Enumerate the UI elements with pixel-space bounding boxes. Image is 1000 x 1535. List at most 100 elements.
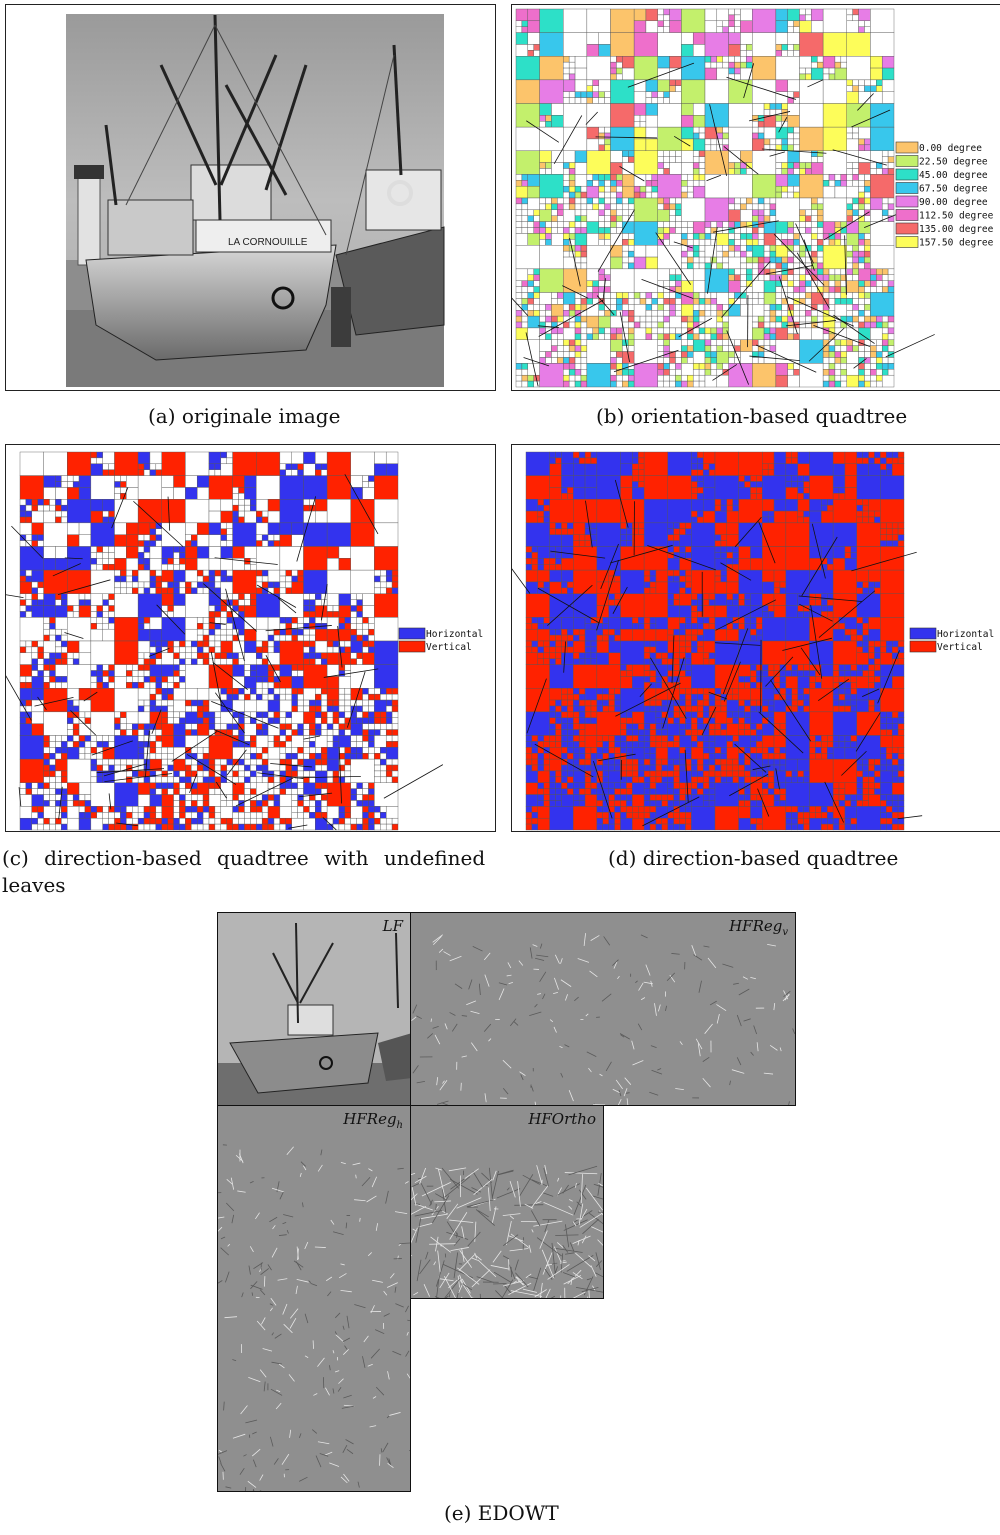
quadtree-cell bbox=[531, 735, 539, 742]
quadtree-cell bbox=[679, 723, 686, 730]
quadtree-cell bbox=[649, 676, 657, 683]
quadtree-cell bbox=[567, 693, 574, 701]
edge-line bbox=[761, 148, 827, 154]
quadtree-cell bbox=[604, 144, 611, 151]
quadtree-cell bbox=[692, 126, 700, 134]
quadtree-cell bbox=[567, 735, 574, 742]
quadtree-cell bbox=[208, 463, 216, 470]
quadtree-cell bbox=[220, 723, 227, 730]
quadtree-cell bbox=[757, 357, 765, 364]
edge-line bbox=[37, 696, 47, 711]
quadtree-cell bbox=[681, 8, 706, 33]
quadtree-cell bbox=[822, 369, 830, 376]
quadtree-cell bbox=[202, 634, 210, 642]
quadtree-cell bbox=[704, 357, 712, 364]
quadtree-cell bbox=[728, 79, 753, 104]
quadtree-cell bbox=[887, 197, 895, 205]
quadtree-cell bbox=[374, 581, 381, 589]
quadtree-cell bbox=[321, 782, 328, 789]
quadtree-cell bbox=[616, 197, 623, 205]
quadtree-cell bbox=[549, 552, 556, 559]
quadtree-cell bbox=[332, 611, 340, 618]
quadtree-cell bbox=[521, 369, 529, 376]
quadtree-cell bbox=[608, 800, 615, 807]
quadtree-cell bbox=[350, 782, 357, 789]
quadtree-cell bbox=[598, 215, 605, 222]
quadtree-cell bbox=[834, 286, 842, 293]
quadtree-cell bbox=[679, 652, 686, 659]
quadtree-cell bbox=[385, 463, 399, 476]
quadtree-cell bbox=[697, 735, 704, 742]
quadtree-cell bbox=[256, 764, 263, 772]
quadtree-cell bbox=[610, 162, 623, 175]
quadtree-cell bbox=[781, 304, 788, 311]
quadtree-cell bbox=[799, 321, 806, 329]
quadtree-cell bbox=[811, 209, 818, 216]
quadtree-cell bbox=[692, 374, 700, 382]
quadtree-cell bbox=[669, 85, 676, 92]
edge-line bbox=[641, 279, 694, 299]
quadtree-cell bbox=[775, 286, 782, 293]
quadtree-cell bbox=[303, 817, 316, 831]
quadtree-cell bbox=[261, 581, 269, 589]
quadtree-cell bbox=[185, 487, 198, 500]
quadtree-cell bbox=[626, 788, 633, 795]
quadtree-cell bbox=[691, 611, 698, 618]
quadtree-cell bbox=[537, 558, 544, 565]
quadtree-cell bbox=[708, 753, 716, 760]
quadtree-cell bbox=[667, 735, 674, 742]
quadtree-cell bbox=[793, 286, 800, 293]
quadtree-cell bbox=[149, 528, 157, 535]
edge-line bbox=[795, 223, 814, 264]
quadtree-cell bbox=[285, 581, 292, 589]
quadtree-cell bbox=[72, 741, 80, 748]
quadtree-cell bbox=[598, 185, 605, 193]
quadtree-cell bbox=[232, 664, 245, 677]
quadtree-cell bbox=[549, 717, 556, 724]
quadtree-cell bbox=[608, 628, 615, 636]
quadtree-cell bbox=[574, 321, 582, 329]
quadtree-cell bbox=[685, 522, 692, 529]
quadtree-cell bbox=[67, 782, 80, 795]
quadtree-cell bbox=[567, 493, 574, 500]
quadtree-cell bbox=[858, 380, 865, 388]
quadtree-cell bbox=[828, 345, 836, 352]
quadtree-cell bbox=[191, 640, 198, 648]
quadtree-cell bbox=[309, 699, 316, 707]
quadtree-cell bbox=[149, 782, 157, 789]
quadtree-cell bbox=[702, 735, 710, 742]
quadtree-cell bbox=[273, 823, 281, 831]
quadtree-cell bbox=[840, 298, 847, 305]
quadtree-cell bbox=[256, 546, 281, 571]
quadtree-cell bbox=[362, 823, 369, 831]
quadtree-cell bbox=[297, 569, 304, 577]
edge-line bbox=[706, 174, 722, 182]
quadtree-cell bbox=[655, 764, 663, 772]
quadtree-cell bbox=[549, 457, 556, 465]
quadtree-cell bbox=[881, 339, 889, 346]
quadtree-cell bbox=[72, 699, 80, 707]
quadtree-cell bbox=[67, 806, 80, 819]
quadtree-cell bbox=[708, 770, 716, 778]
quadtree-cell bbox=[728, 14, 735, 22]
quadtree-cell bbox=[592, 203, 599, 211]
quadtree-cell bbox=[567, 634, 574, 642]
quadtree-cell bbox=[649, 800, 657, 807]
quadtree-cell bbox=[143, 617, 151, 624]
quadtree-cell bbox=[43, 652, 50, 659]
edge-line bbox=[627, 62, 695, 88]
quadtree-cell bbox=[533, 298, 540, 305]
quadtree-cell bbox=[728, 233, 735, 240]
quadtree-cell bbox=[368, 723, 375, 730]
quadtree-cell bbox=[350, 788, 357, 795]
quadtree-cell bbox=[90, 688, 115, 713]
quadtree-cell bbox=[267, 823, 275, 831]
quadtree-cell bbox=[185, 758, 192, 766]
quadtree-cell bbox=[220, 628, 227, 636]
quadtree-cell bbox=[72, 711, 80, 718]
quadtree-cell bbox=[887, 203, 895, 211]
quadtree-cell bbox=[515, 233, 529, 246]
quadtree-cell bbox=[681, 79, 706, 104]
quadtree-cell bbox=[610, 351, 617, 358]
quadtree-cell bbox=[716, 20, 723, 27]
